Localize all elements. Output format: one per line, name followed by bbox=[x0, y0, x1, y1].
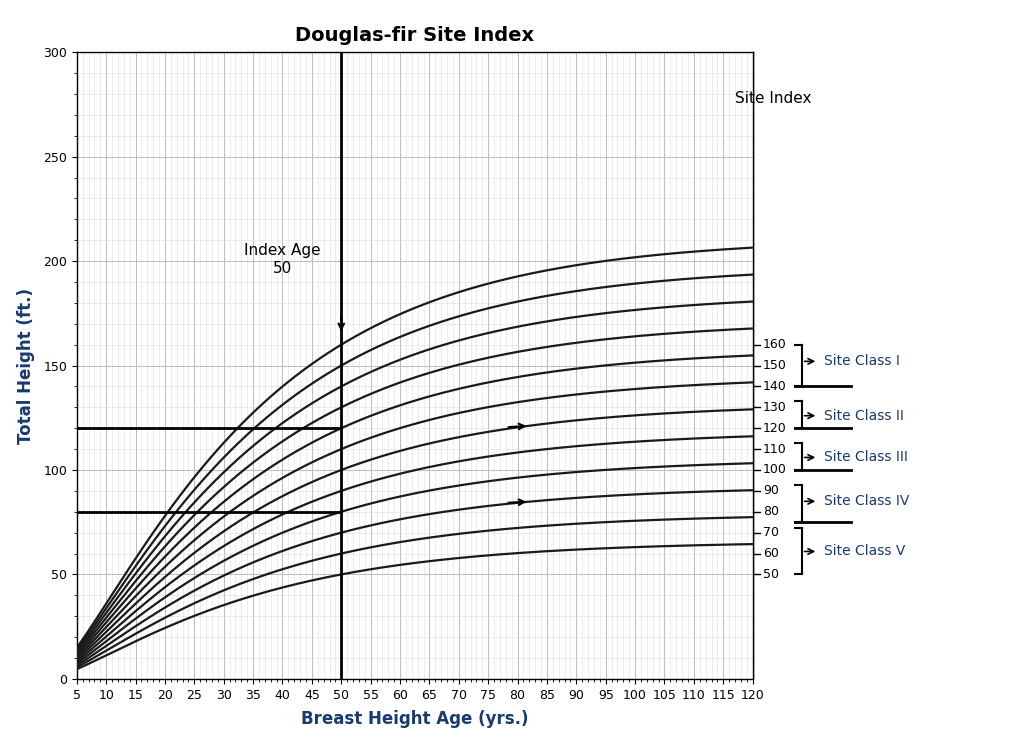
Text: Index Age
50: Index Age 50 bbox=[244, 243, 321, 276]
Text: 150: 150 bbox=[763, 359, 786, 372]
Text: 120: 120 bbox=[763, 421, 786, 435]
Text: 90: 90 bbox=[763, 484, 779, 498]
Text: Site Class II: Site Class II bbox=[824, 409, 904, 423]
Text: Site Class I: Site Class I bbox=[824, 354, 900, 369]
Text: Site Class IV: Site Class IV bbox=[824, 495, 909, 508]
Text: Site Class V: Site Class V bbox=[824, 545, 905, 559]
Text: 50: 50 bbox=[763, 568, 779, 581]
Text: 130: 130 bbox=[763, 401, 786, 414]
Y-axis label: Total Height (ft.): Total Height (ft.) bbox=[16, 287, 35, 444]
Text: 110: 110 bbox=[763, 442, 786, 456]
Text: Site Index: Site Index bbox=[735, 91, 811, 106]
Title: Douglas-fir Site Index: Douglas-fir Site Index bbox=[295, 26, 535, 45]
Text: 100: 100 bbox=[763, 463, 786, 477]
Text: 60: 60 bbox=[763, 547, 779, 560]
Text: 160: 160 bbox=[763, 338, 786, 351]
Text: 70: 70 bbox=[763, 526, 779, 539]
Text: 140: 140 bbox=[763, 380, 786, 393]
Text: 80: 80 bbox=[763, 505, 779, 518]
Text: Site Class III: Site Class III bbox=[824, 451, 908, 465]
X-axis label: Breast Height Age (yrs.): Breast Height Age (yrs.) bbox=[301, 710, 528, 728]
